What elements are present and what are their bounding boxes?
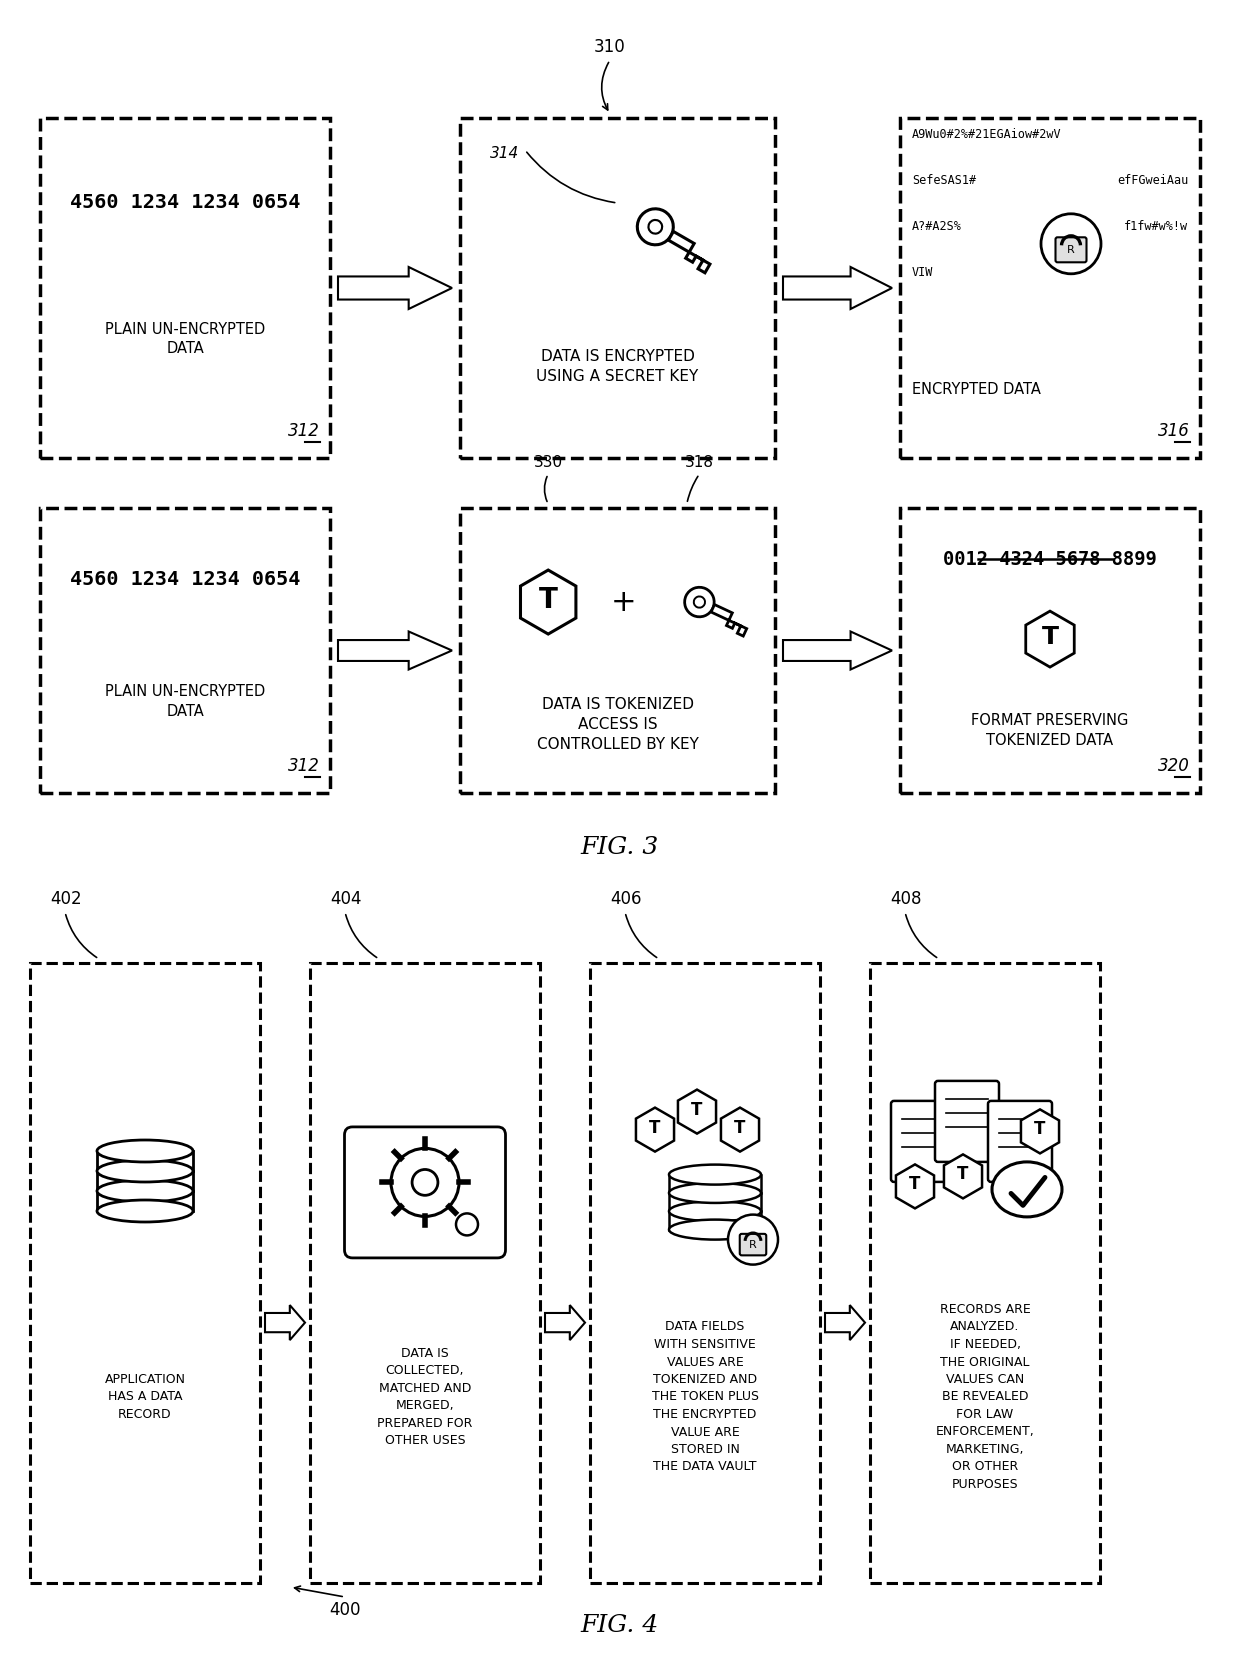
Ellipse shape — [670, 1165, 761, 1185]
Text: 314: 314 — [490, 146, 520, 161]
Circle shape — [728, 1215, 777, 1265]
Polygon shape — [897, 1165, 934, 1208]
Text: DATA IS TOKENIZED
ACCESS IS
CONTROLLED BY KEY: DATA IS TOKENIZED ACCESS IS CONTROLLED B… — [537, 698, 698, 752]
Text: 406: 406 — [610, 889, 641, 908]
Text: DATA IS
COLLECTED,
MATCHED AND
MERGED,
PREPARED FOR
OTHER USES: DATA IS COLLECTED, MATCHED AND MERGED, P… — [377, 1347, 472, 1446]
Circle shape — [649, 220, 662, 233]
Text: A?#A2S%: A?#A2S% — [911, 220, 962, 233]
Text: T: T — [538, 586, 558, 614]
Text: PLAIN UN-ENCRYPTED
DATA: PLAIN UN-ENCRYPTED DATA — [105, 685, 265, 720]
Ellipse shape — [670, 1220, 761, 1240]
Circle shape — [412, 1170, 438, 1195]
Ellipse shape — [97, 1200, 193, 1222]
Text: FIG. 4: FIG. 4 — [580, 1614, 660, 1636]
Text: T: T — [734, 1119, 745, 1136]
Text: 330: 330 — [533, 455, 563, 470]
Bar — [590, 963, 820, 1582]
Circle shape — [391, 1148, 459, 1217]
FancyBboxPatch shape — [988, 1101, 1052, 1181]
Text: T: T — [692, 1101, 703, 1119]
Text: SefeSAS1#: SefeSAS1# — [911, 175, 976, 188]
Polygon shape — [711, 604, 746, 636]
Ellipse shape — [670, 1201, 761, 1222]
Text: DATA IS ENCRYPTED
USING A SECRET KEY: DATA IS ENCRYPTED USING A SECRET KEY — [537, 349, 698, 384]
Polygon shape — [1025, 611, 1074, 668]
Text: T: T — [650, 1119, 661, 1136]
Bar — [40, 117, 330, 458]
Circle shape — [456, 1213, 477, 1235]
Ellipse shape — [97, 1159, 193, 1181]
Polygon shape — [546, 1305, 585, 1341]
Bar — [900, 117, 1200, 458]
Bar — [460, 117, 775, 458]
Circle shape — [684, 587, 714, 618]
Text: 4560 1234 1234 0654: 4560 1234 1234 0654 — [69, 571, 300, 589]
FancyBboxPatch shape — [935, 1081, 999, 1161]
Polygon shape — [339, 631, 453, 670]
Text: 0012 4324 5678 8899: 0012 4324 5678 8899 — [944, 550, 1157, 569]
Ellipse shape — [670, 1183, 761, 1203]
Text: 320: 320 — [1158, 757, 1190, 775]
Text: 318: 318 — [684, 455, 714, 470]
Text: 312: 312 — [288, 421, 320, 440]
Circle shape — [694, 596, 706, 607]
Text: 400: 400 — [330, 1601, 361, 1619]
FancyBboxPatch shape — [345, 1128, 506, 1258]
Text: 310: 310 — [594, 39, 626, 55]
Text: PLAIN UN-ENCRYPTED
DATA: PLAIN UN-ENCRYPTED DATA — [105, 322, 265, 356]
Bar — [40, 508, 330, 794]
Text: 316: 316 — [1158, 421, 1190, 440]
Polygon shape — [782, 631, 892, 670]
Polygon shape — [668, 232, 711, 274]
Text: T: T — [1034, 1121, 1045, 1138]
Bar — [460, 508, 775, 794]
Ellipse shape — [97, 1139, 193, 1161]
Text: +: + — [611, 587, 636, 616]
Polygon shape — [636, 1107, 675, 1151]
Text: VIW: VIW — [911, 267, 934, 279]
Text: ENCRYPTED DATA: ENCRYPTED DATA — [911, 383, 1040, 398]
Polygon shape — [782, 267, 892, 309]
Bar — [30, 963, 260, 1582]
Ellipse shape — [97, 1180, 193, 1201]
Text: 4560 1234 1234 0654: 4560 1234 1234 0654 — [69, 193, 300, 213]
Text: FIG. 3: FIG. 3 — [580, 837, 660, 859]
Polygon shape — [1021, 1109, 1059, 1153]
Polygon shape — [265, 1305, 305, 1341]
Text: 404: 404 — [330, 889, 362, 908]
FancyBboxPatch shape — [740, 1233, 766, 1255]
Text: APPLICATION
HAS A DATA
RECORD: APPLICATION HAS A DATA RECORD — [104, 1373, 186, 1421]
Polygon shape — [825, 1305, 866, 1341]
Polygon shape — [521, 571, 575, 634]
Text: DATA FIELDS
WITH SENSITIVE
VALUES ARE
TOKENIZED AND
THE TOKEN PLUS
THE ENCRYPTED: DATA FIELDS WITH SENSITIVE VALUES ARE TO… — [651, 1321, 759, 1473]
Bar — [900, 508, 1200, 794]
Text: 312: 312 — [288, 757, 320, 775]
Circle shape — [637, 208, 673, 245]
Bar — [310, 963, 539, 1582]
Bar — [870, 963, 1100, 1582]
Text: T: T — [957, 1166, 968, 1183]
FancyBboxPatch shape — [1055, 237, 1086, 262]
Text: 402: 402 — [50, 889, 82, 908]
Text: R: R — [749, 1240, 756, 1250]
Polygon shape — [720, 1107, 759, 1151]
FancyBboxPatch shape — [892, 1101, 955, 1181]
Polygon shape — [944, 1154, 982, 1198]
Text: T: T — [1042, 626, 1059, 649]
Text: 408: 408 — [890, 889, 921, 908]
Polygon shape — [678, 1089, 715, 1134]
Circle shape — [1042, 213, 1101, 274]
Text: RECORDS ARE
ANALYZED.
IF NEEDED,
THE ORIGINAL
VALUES CAN
BE REVEALED
FOR LAW
ENF: RECORDS ARE ANALYZED. IF NEEDED, THE ORI… — [936, 1304, 1034, 1492]
Text: R: R — [1068, 245, 1075, 255]
Text: FORMAT PRESERVING
TOKENIZED DATA: FORMAT PRESERVING TOKENIZED DATA — [971, 713, 1128, 748]
Ellipse shape — [992, 1161, 1061, 1217]
Polygon shape — [339, 267, 453, 309]
Text: T: T — [909, 1175, 920, 1193]
Text: f1fw#w%!w: f1fw#w%!w — [1123, 220, 1188, 233]
Text: efFGweiAau: efFGweiAau — [1117, 175, 1188, 188]
Text: A9Wu0#2%#21EGAiow#2wV: A9Wu0#2%#21EGAiow#2wV — [911, 129, 1061, 141]
